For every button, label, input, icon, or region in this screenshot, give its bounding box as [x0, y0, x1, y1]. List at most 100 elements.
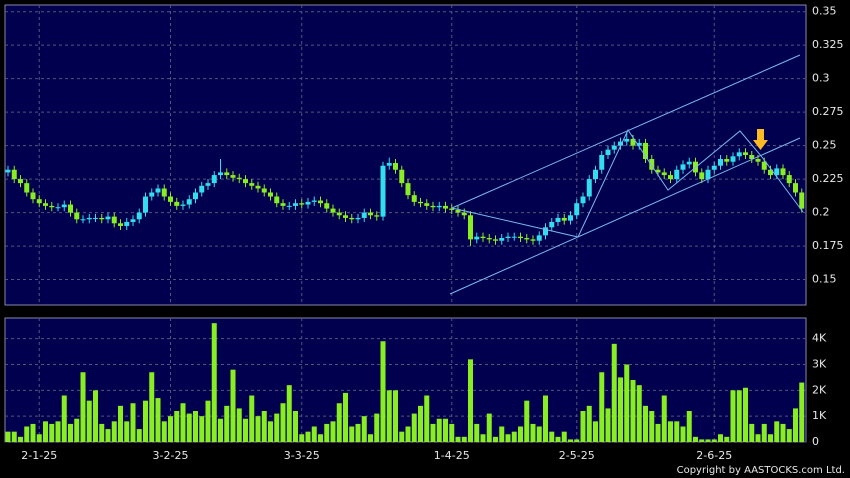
- volume-bar: [168, 416, 173, 442]
- candle-body: [680, 164, 686, 170]
- candle-body: [286, 205, 292, 207]
- x-tick-label: 1-4-25: [434, 449, 470, 462]
- volume-bar: [130, 403, 136, 442]
- candle-body: [349, 217, 355, 220]
- volume-bar: [86, 400, 92, 442]
- volume-bar: [149, 372, 155, 442]
- volume-bar: [143, 400, 148, 442]
- candle-body: [105, 216, 111, 220]
- candle-body: [730, 156, 736, 162]
- candle-body: [186, 199, 192, 205]
- candle-body: [49, 205, 55, 208]
- volume-bar: [286, 385, 292, 442]
- candle-body: [768, 169, 773, 176]
- candle-body: [136, 212, 142, 220]
- volume-bar: [680, 426, 686, 442]
- candle-body: [736, 152, 742, 157]
- volume-bar: [211, 323, 217, 442]
- arrow: [753, 129, 768, 150]
- candle-body: [230, 175, 236, 178]
- candle-body: [724, 159, 730, 162]
- candle-body: [518, 236, 523, 239]
- candle-body: [149, 192, 155, 197]
- volume-bar: [393, 390, 398, 442]
- volume-bar: [468, 359, 473, 442]
- y-tick-label: 0.225: [812, 172, 844, 185]
- candle-body: [343, 215, 348, 218]
- volume-bar: [99, 423, 105, 442]
- volume-bar: [311, 426, 317, 442]
- y-tick-label: 0.25: [812, 139, 837, 152]
- candle-body: [24, 183, 30, 193]
- volume-bar: [705, 439, 711, 442]
- volume-bar: [524, 400, 530, 442]
- candle-body: [199, 185, 205, 193]
- x-tick-label: 3-2-25: [153, 449, 189, 462]
- volume-bar: [261, 411, 267, 442]
- volume-bar: [580, 411, 586, 442]
- volume-bar: [555, 436, 561, 442]
- volume-bar: [674, 421, 680, 442]
- volume-bar: [449, 423, 455, 442]
- candle-body: [355, 217, 361, 220]
- volume-bar: [611, 343, 617, 442]
- candle-body: [493, 239, 498, 241]
- candle-body: [80, 219, 86, 221]
- candle-body: [374, 215, 380, 217]
- candle-body: [361, 212, 367, 218]
- candle-body: [93, 217, 98, 219]
- volume-bar: [649, 411, 655, 442]
- trend-lines: [449, 54, 804, 295]
- candle-body: [636, 142, 642, 146]
- candle-body: [674, 169, 680, 180]
- volume-bar: [205, 400, 211, 442]
- candle-body: [649, 159, 655, 170]
- candle-body: [793, 183, 798, 193]
- volume-bar: [686, 411, 692, 442]
- y-tick-label: 0.2: [812, 206, 830, 219]
- candle-body: [511, 236, 517, 238]
- volume-bar: [49, 423, 55, 442]
- candle-body: [630, 138, 636, 146]
- volume-bar: [386, 390, 392, 442]
- candle-body: [280, 203, 286, 206]
- volume-bar: [268, 421, 273, 442]
- candle-body: [505, 236, 511, 239]
- candle-body: [224, 172, 230, 176]
- candle-body: [424, 203, 430, 206]
- volume-bar: [155, 398, 161, 442]
- candle-body: [130, 219, 136, 222]
- candle-body: [561, 217, 567, 221]
- volume-bar: [461, 436, 467, 442]
- candle-body: [36, 199, 42, 204]
- volume-bar: [74, 418, 80, 442]
- volume-bar: [530, 423, 536, 442]
- candle-body: [68, 204, 73, 213]
- volume-bar: [780, 423, 786, 442]
- volume-bar: [736, 390, 742, 442]
- volume-bar: [418, 405, 423, 442]
- volume-bar: [186, 413, 192, 442]
- candle-body: [599, 155, 605, 170]
- volume-bar: [305, 431, 311, 442]
- volume-bar: [711, 439, 717, 442]
- volume-bar: [474, 423, 480, 442]
- volume-bar: [536, 426, 542, 442]
- candle-body: [718, 159, 723, 166]
- volume-bar: [36, 434, 42, 442]
- volume-bar: [411, 413, 417, 442]
- volume-bar: [318, 434, 323, 442]
- y-tick-label: 1K: [812, 409, 827, 422]
- x-tick-label: 2-1-25: [21, 449, 57, 462]
- candle-body: [786, 175, 792, 184]
- candle-body: [749, 155, 755, 160]
- candle-body: [180, 204, 186, 206]
- volume-bar: [5, 431, 11, 442]
- candle-body: [268, 192, 273, 197]
- volume-bar: [786, 429, 792, 442]
- candle-body: [274, 196, 280, 204]
- volume-bar: [430, 423, 436, 442]
- candle-body: [761, 161, 767, 170]
- candle-body: [624, 138, 630, 142]
- volume-bar: [380, 341, 386, 442]
